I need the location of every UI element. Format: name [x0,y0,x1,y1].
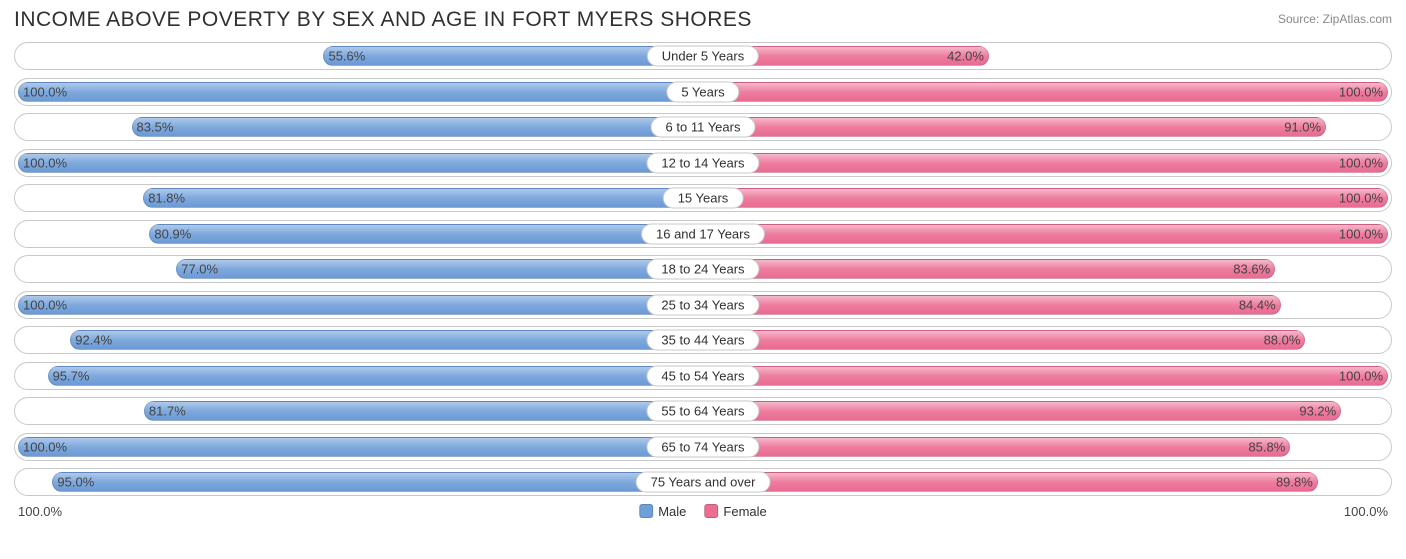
x-axis: 100.0% Male Female 100.0% [14,504,1392,519]
female-bar [703,401,1341,421]
female-value-label: 84.4% [1239,297,1276,312]
female-value-label: 100.0% [1339,191,1383,206]
female-bar [703,472,1318,492]
female-value-label: 89.8% [1276,475,1313,490]
category-label: 75 Years and over [636,472,771,493]
male-value-label: 81.8% [148,191,185,206]
female-bar [703,437,1290,457]
category-label: 16 and 17 Years [641,223,765,244]
category-label: 5 Years [666,81,739,102]
chart-row: 95.7% 100.0% 45 to 54 Years [14,362,1392,390]
male-value-label: 95.7% [53,368,90,383]
female-bar [703,153,1388,173]
chart-row: 81.7% 93.2% 55 to 64 Years [14,397,1392,425]
male-bar [48,366,703,386]
female-bar [703,117,1326,137]
male-bar [18,437,703,457]
female-value-label: 100.0% [1339,368,1383,383]
chart-row: 81.8% 100.0% 15 Years [14,184,1392,212]
category-label: 6 to 11 Years [651,117,756,138]
male-bar [18,295,703,315]
female-value-label: 85.8% [1248,439,1285,454]
female-value-label: 93.2% [1299,404,1336,419]
legend-item-female: Female [704,504,766,519]
male-value-label: 100.0% [23,84,67,99]
legend-item-male: Male [639,504,686,519]
category-label: 25 to 34 Years [646,294,759,315]
female-value-label: 100.0% [1339,155,1383,170]
category-label: 45 to 54 Years [646,365,759,386]
chart-row: 80.9% 100.0% 16 and 17 Years [14,220,1392,248]
chart-row: 83.5% 91.0% 6 to 11 Years [14,113,1392,141]
male-bar [144,401,703,421]
diverging-bar-chart: 55.6% 42.0% Under 5 Years 100.0% 100.0% 5 Yea… [14,42,1392,496]
male-value-label: 100.0% [23,297,67,312]
legend-swatch-female [704,504,718,518]
chart-row: 100.0% 85.8% 65 to 74 Years [14,433,1392,461]
legend-label-male: Male [658,504,686,519]
female-value-label: 88.0% [1264,333,1301,348]
male-value-label: 77.0% [181,262,218,277]
chart-source: Source: ZipAtlas.com [1278,12,1392,26]
category-label: 65 to 74 Years [646,436,759,457]
legend: Male Female [639,504,767,519]
male-bar [70,330,703,350]
male-value-label: 92.4% [75,333,112,348]
category-label: 15 Years [663,188,744,209]
female-bar [703,82,1388,102]
chart-row: 77.0% 83.6% 18 to 24 Years [14,255,1392,283]
category-label: 18 to 24 Years [646,259,759,280]
male-bar [143,188,703,208]
axis-left-label: 100.0% [18,504,62,519]
male-value-label: 83.5% [137,120,174,135]
male-value-label: 80.9% [154,226,191,241]
chart-row: 100.0% 100.0% 12 to 14 Years [14,149,1392,177]
chart-row: 95.0% 89.8% 75 Years and over [14,468,1392,496]
male-bar [176,259,703,279]
female-value-label: 42.0% [947,49,984,64]
male-bar [18,82,703,102]
male-value-label: 81.7% [149,404,186,419]
chart-header: INCOME ABOVE POVERTY BY SEX AND AGE IN F… [14,8,1392,32]
axis-right-label: 100.0% [1344,504,1388,519]
female-value-label: 83.6% [1233,262,1270,277]
category-label: 55 to 64 Years [646,401,759,422]
female-bar [703,224,1388,244]
female-bar [703,295,1281,315]
chart-title: INCOME ABOVE POVERTY BY SEX AND AGE IN F… [14,8,752,32]
male-value-label: 95.0% [57,475,94,490]
male-bar [52,472,703,492]
male-bar [132,117,703,137]
female-bar [703,330,1305,350]
male-value-label: 100.0% [23,155,67,170]
female-value-label: 91.0% [1284,120,1321,135]
category-label: Under 5 Years [647,46,759,67]
male-value-label: 100.0% [23,439,67,454]
female-bar [703,259,1275,279]
category-label: 12 to 14 Years [646,152,759,173]
female-bar [703,366,1388,386]
male-bar [149,224,703,244]
chart-row: 92.4% 88.0% 35 to 44 Years [14,326,1392,354]
chart-row: 55.6% 42.0% Under 5 Years [14,42,1392,70]
female-bar [703,188,1388,208]
chart-row: 100.0% 84.4% 25 to 34 Years [14,291,1392,319]
female-value-label: 100.0% [1339,226,1383,241]
category-label: 35 to 44 Years [646,330,759,351]
female-value-label: 100.0% [1339,84,1383,99]
male-bar [18,153,703,173]
chart-row: 100.0% 100.0% 5 Years [14,78,1392,106]
legend-swatch-male [639,504,653,518]
legend-label-female: Female [723,504,766,519]
male-value-label: 55.6% [328,49,365,64]
